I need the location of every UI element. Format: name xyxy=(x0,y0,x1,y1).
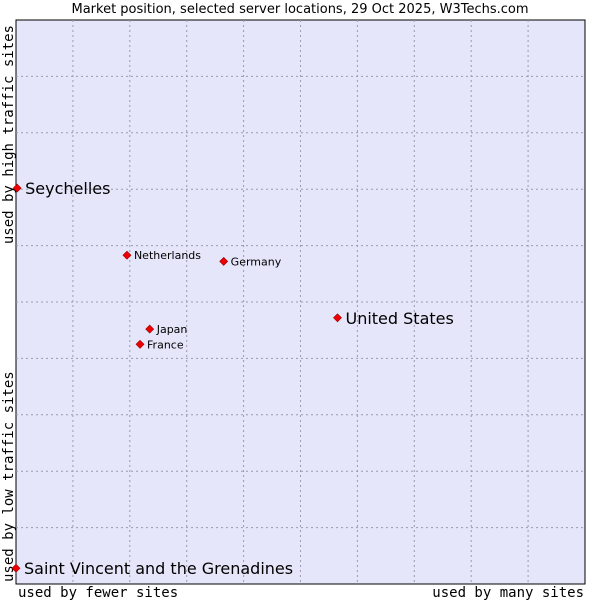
x-axis-label-high: used by many sites xyxy=(432,585,584,600)
point-marker-united-states xyxy=(333,313,342,323)
point-marker-france xyxy=(135,339,145,349)
point-label-japan: Japan xyxy=(156,323,188,336)
point-label-france: France xyxy=(147,338,184,351)
point-label-united-states: United States xyxy=(345,309,453,328)
x-axis-label-low: used by fewer sites xyxy=(18,585,178,600)
data-points: Seychelles Netherlands Germany United State… xyxy=(11,179,454,578)
point-marker-netherlands xyxy=(122,250,132,260)
point-marker-japan xyxy=(145,324,155,334)
point-label-seychelles: Seychelles xyxy=(25,179,110,198)
point-label-saint-vincent-and-the-grenadines: Saint Vincent and the Grenadines xyxy=(24,559,293,578)
point-marker-seychelles xyxy=(12,183,22,193)
point-label-netherlands: Netherlands xyxy=(134,249,201,262)
grid-lines xyxy=(16,20,585,584)
y-axis-label-low: used by low traffic sites xyxy=(1,371,17,582)
point-marker-germany xyxy=(219,256,229,266)
y-axis-label-high: used by high traffic sites xyxy=(1,25,17,244)
point-marker-saint-vincent-and-the-grenadines xyxy=(11,563,21,573)
chart-title: Market position, selected server locatio… xyxy=(71,2,529,17)
point-label-germany: Germany xyxy=(231,255,282,268)
